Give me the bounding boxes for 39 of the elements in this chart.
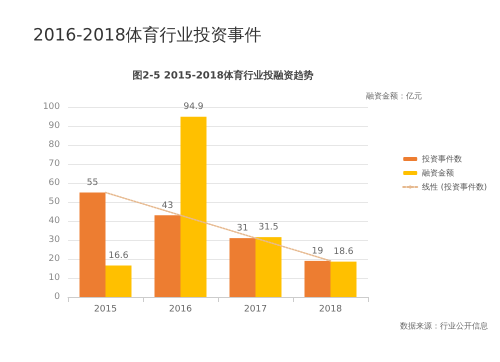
y-tick-label: 60	[48, 178, 60, 188]
bar	[106, 265, 132, 297]
bar	[330, 262, 356, 297]
data-label: 16.6	[108, 250, 129, 261]
line-series	[104, 192, 332, 262]
bar	[80, 192, 106, 297]
y-tick-label: 30	[48, 235, 60, 245]
data-label: 55	[86, 178, 98, 188]
data-label: 43	[162, 200, 174, 211]
data-label: 19	[312, 246, 324, 256]
source-note: 数据来源：行业公开信息	[400, 322, 488, 330]
bar	[230, 238, 256, 297]
y-tick-label: 100	[42, 102, 60, 112]
legend-label: 投资事件数	[421, 154, 462, 164]
data-label: 18.6	[333, 247, 354, 258]
data-label: 31	[236, 224, 248, 234]
y-tick-label: 20	[48, 254, 60, 264]
y-tick-label: 0	[54, 292, 60, 302]
bar	[180, 116, 206, 297]
y-tick-label: 40	[48, 216, 60, 226]
chart-title: 2016-2018体育行业投资事件	[33, 26, 262, 46]
y-tick-label: 10	[48, 273, 60, 283]
data-label: 94.9	[183, 102, 204, 112]
legend-label: 融资金额	[422, 168, 454, 178]
chart-subtitle: 图2-5 2015-2018体育行业投融资趋势	[132, 70, 314, 82]
x-tick-label: 2018	[319, 304, 342, 314]
text: 融资金额：亿元	[366, 92, 422, 100]
x-tick-label: 2017	[244, 304, 267, 314]
bar	[154, 215, 180, 297]
x-tick-label: 2016	[169, 304, 192, 314]
y-tick-label: 90	[48, 121, 60, 131]
x-tick-label: 2015	[94, 304, 117, 314]
y-tick-label: 70	[48, 159, 60, 169]
y-tick-label: 50	[48, 197, 60, 207]
bar	[256, 237, 282, 297]
y-tick-label: 80	[48, 140, 60, 150]
bar	[304, 260, 330, 297]
data-label: 31.5	[258, 222, 279, 233]
legend-label: 线性 (投资事件数)	[422, 182, 488, 192]
